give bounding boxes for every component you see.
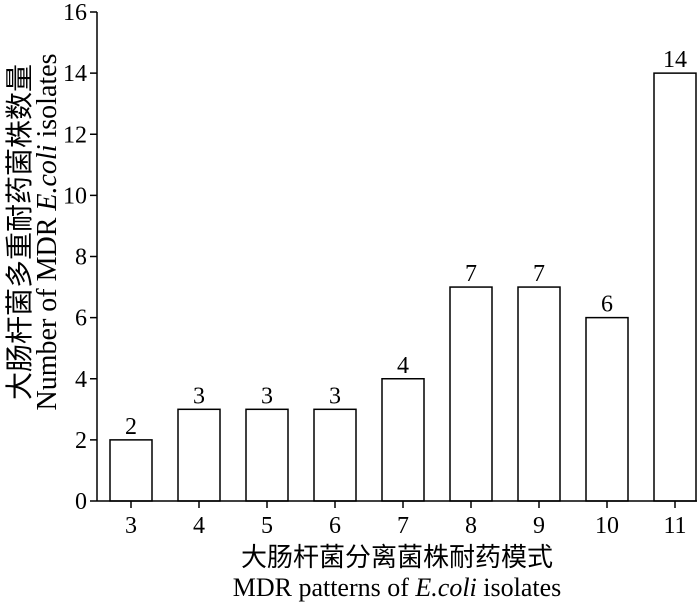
y-axis-title-en-italic: E.coli bbox=[32, 145, 63, 212]
bar-8 bbox=[449, 286, 493, 502]
bar-10 bbox=[585, 316, 629, 502]
x-tick-label-5: 5 bbox=[261, 513, 273, 539]
y-axis-title-en-prefix: Number of MDR bbox=[32, 211, 63, 411]
data-label-4: 3 bbox=[193, 383, 205, 409]
bars-group bbox=[109, 72, 697, 502]
y-tick-label-14: 14 bbox=[63, 61, 87, 87]
bar-7 bbox=[381, 378, 425, 502]
x-tick-label-4: 4 bbox=[193, 513, 205, 539]
y-tick-label-0: 0 bbox=[75, 489, 87, 515]
x-tick-label-10: 10 bbox=[595, 513, 619, 539]
y-tick-label-2: 2 bbox=[75, 428, 87, 454]
x-tick-label-11: 11 bbox=[663, 513, 686, 539]
x-ticks-group: 3 4 5 6 7 8 9 10 11 bbox=[125, 501, 687, 539]
x-tick-label-3: 3 bbox=[125, 513, 137, 539]
y-axis-title-zh: 大肠杆菌多重耐药菌株数量 bbox=[4, 64, 36, 400]
x-axis-title-en: MDR patterns of E.coli isolates bbox=[233, 573, 562, 602]
x-axis-title-en-suffix: isolates bbox=[477, 573, 562, 602]
y-tick-label-8: 8 bbox=[75, 245, 87, 271]
data-labels-group: 2 3 3 3 4 7 7 6 14 bbox=[125, 47, 687, 440]
bar-4 bbox=[177, 408, 221, 502]
bar-5 bbox=[245, 408, 289, 502]
x-axis-title-en-italic: E.coli bbox=[414, 573, 476, 602]
x-tick-label-6: 6 bbox=[329, 513, 341, 539]
y-ticks-group: 0 2 4 6 8 10 12 14 16 bbox=[63, 0, 97, 515]
axes-group: 0 2 4 6 8 10 12 14 16 3 4 5 6 7 8 9 10 11 bbox=[63, 0, 697, 539]
bar-6 bbox=[313, 408, 357, 502]
y-tick-label-12: 12 bbox=[63, 122, 87, 148]
data-label-10: 6 bbox=[601, 292, 613, 318]
data-label-5: 3 bbox=[261, 383, 273, 409]
data-label-7: 4 bbox=[397, 353, 409, 379]
bar-9 bbox=[517, 286, 561, 502]
y-tick-label-4: 4 bbox=[75, 367, 87, 393]
x-tick-label-9: 9 bbox=[533, 513, 545, 539]
bar-11 bbox=[653, 72, 697, 502]
data-label-9: 7 bbox=[533, 261, 545, 287]
data-label-6: 3 bbox=[329, 383, 341, 409]
y-tick-label-6: 6 bbox=[75, 306, 87, 332]
x-tick-label-7: 7 bbox=[397, 513, 409, 539]
x-tick-label-8: 8 bbox=[465, 513, 477, 539]
x-axis-title-en-prefix: MDR patterns of bbox=[233, 573, 416, 602]
y-axis-title-en-suffix: isolates bbox=[32, 54, 63, 145]
data-label-8: 7 bbox=[465, 261, 477, 287]
y-axis-title-en: Number of MDR E.coli isolates bbox=[32, 54, 63, 411]
x-axis-title-zh: 大肠杆菌分离菌株耐药模式 bbox=[241, 543, 553, 572]
y-tick-label-10: 10 bbox=[63, 183, 87, 209]
data-label-11: 14 bbox=[663, 47, 687, 73]
data-label-3: 2 bbox=[125, 414, 137, 440]
y-tick-label-16: 16 bbox=[63, 0, 87, 26]
bar-3 bbox=[109, 439, 153, 502]
